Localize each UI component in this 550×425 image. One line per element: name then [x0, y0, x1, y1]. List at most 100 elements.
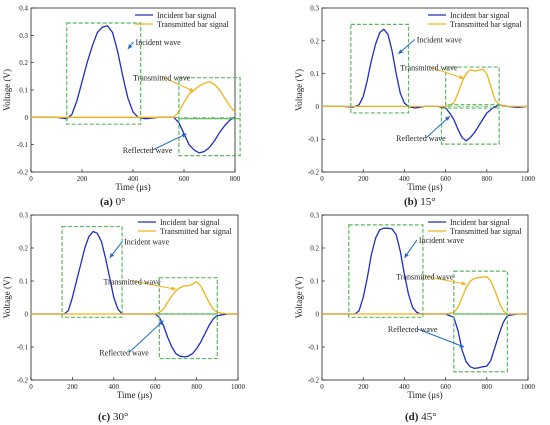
annotation-box [178, 118, 241, 157]
y-axis-label: Voltage (V) [2, 69, 12, 111]
annotation-box [348, 224, 424, 318]
x-axis-label: Time (μs) [117, 390, 152, 400]
x-tick-label: 0 [320, 175, 324, 183]
y-tick-label: -0.2 [308, 377, 320, 385]
x-axis-label: Time (μs) [407, 390, 442, 400]
chart-panel-2: -0.2 -0.1 0 0.1 0.2 0.3 0 200 400 600 800 1000 Time … [294, 5, 536, 209]
caption-text: 15° [417, 196, 435, 208]
y-tick-label: 0.4 [19, 5, 28, 13]
annotation-box [158, 277, 218, 315]
y-tick-label: 0.2 [310, 245, 319, 253]
x-tick-label: 0 [29, 383, 33, 391]
x-axis-label: Time (μs) [407, 182, 442, 192]
x-axis-label: Time (μs) [115, 182, 150, 192]
x-tick-label: 800 [482, 383, 493, 391]
annotation-label: Transmitted wave [400, 63, 458, 72]
annotation-arrowhead [444, 116, 450, 121]
annotation-label: Incident wave [417, 35, 463, 44]
y-tick-label: 0.2 [19, 59, 28, 67]
y-tick-label: 0.3 [19, 32, 28, 40]
y-axis-label: Voltage (V) [294, 69, 304, 111]
plot-frame [321, 214, 529, 381]
series-line-transmitted [322, 276, 528, 315]
y-tick-label: 0.1 [19, 87, 28, 95]
x-tick-label: 0 [29, 175, 33, 183]
y-tick-label: -0.2 [17, 377, 29, 385]
legend-label: Incident bar signal [157, 11, 217, 20]
annotation-arrowhead [461, 281, 467, 286]
annotation-label: Incident wave [419, 236, 465, 245]
annotation-label: Reflected wave [123, 146, 173, 155]
series-line-incident [322, 28, 529, 142]
caption-letter: (d) [405, 411, 419, 423]
series-line-transmitted [322, 68, 528, 108]
plot-frame [30, 214, 239, 381]
x-tick-label: 200 [358, 175, 369, 183]
annotation-arrowhead [158, 320, 164, 326]
annotation-box [453, 313, 508, 373]
annotation-label: Reflected wave [99, 348, 149, 357]
y-tick-label: 0 [25, 114, 29, 122]
annotation-label: Transmitted wave [133, 73, 191, 82]
caption-letter: (b) [404, 196, 418, 208]
annotation-box [158, 313, 218, 360]
series-line-transmitted [31, 81, 236, 118]
y-tick-label: -0.1 [308, 344, 320, 352]
panel-caption: (b) 15° [404, 196, 436, 208]
x-tick-label: 600 [440, 383, 451, 391]
annotation-arrow [430, 66, 465, 79]
series-line-transmitted [31, 281, 238, 315]
annotation-box [66, 22, 142, 125]
annotation-box [445, 66, 500, 106]
x-tick-label: 600 [150, 383, 161, 391]
annotation-label: Reflected wave [388, 325, 438, 334]
caption-text: 0° [113, 196, 126, 208]
annotation-arrow [133, 280, 176, 290]
legend-label: Transmitted bar signal [160, 227, 232, 236]
x-tick-label: 800 [191, 383, 202, 391]
plot-frame [321, 7, 529, 173]
caption-text: 45° [418, 411, 436, 423]
y-tick-label: 0.1 [310, 278, 319, 286]
annotation-label: Transmitted wave [396, 272, 454, 281]
annotation-arrowhead [109, 253, 115, 258]
y-tick-label: 0.1 [19, 278, 28, 286]
annotation-box [440, 107, 500, 145]
annotation-label: Incident wave [136, 38, 182, 47]
y-tick-label: 0.2 [310, 37, 319, 45]
x-tick-label: 200 [77, 175, 88, 183]
chart-panel-3: -0.2 -0.1 0 0.1 0.2 0.3 0 200 400 600 800 1000 Time … [2, 212, 246, 424]
x-tick-label: 600 [179, 175, 190, 183]
y-tick-label: 0 [25, 311, 29, 319]
x-tick-label: 600 [440, 175, 451, 183]
annotation-arrow [152, 133, 187, 151]
panel-caption: (d) 45° [405, 411, 437, 423]
panel-caption: (a) 0° [100, 196, 125, 208]
y-tick-label: 0.1 [310, 70, 319, 78]
x-tick-label: 400 [399, 383, 410, 391]
annotation-arrow [128, 320, 164, 353]
legend-label: Incident bar signal [450, 11, 510, 20]
x-tick-label: 200 [67, 383, 78, 391]
x-tick-label: 1000 [521, 175, 536, 183]
x-tick-label: 400 [128, 175, 139, 183]
x-tick-label: 1000 [231, 383, 246, 391]
annotation-arrow [162, 76, 195, 92]
annotation-arrow [425, 115, 451, 139]
caption-letter: (a) [100, 196, 113, 208]
annotation-box [178, 77, 241, 120]
annotation-arrowhead [398, 49, 404, 54]
y-axis-label: Voltage (V) [2, 276, 12, 318]
x-tick-label: 400 [109, 383, 120, 391]
annotation-arrowhead [171, 286, 176, 291]
annotation-box [61, 225, 123, 318]
annotation-label: Incident wave [124, 238, 170, 247]
panel-caption: (c) 30° [98, 411, 128, 423]
y-tick-label: 0.3 [310, 212, 319, 220]
x-tick-label: 400 [399, 175, 410, 183]
annotation-arrowhead [404, 252, 409, 258]
y-tick-label: 0.3 [310, 5, 319, 13]
annotation-arrowhead [181, 133, 187, 138]
x-tick-label: 200 [358, 383, 369, 391]
